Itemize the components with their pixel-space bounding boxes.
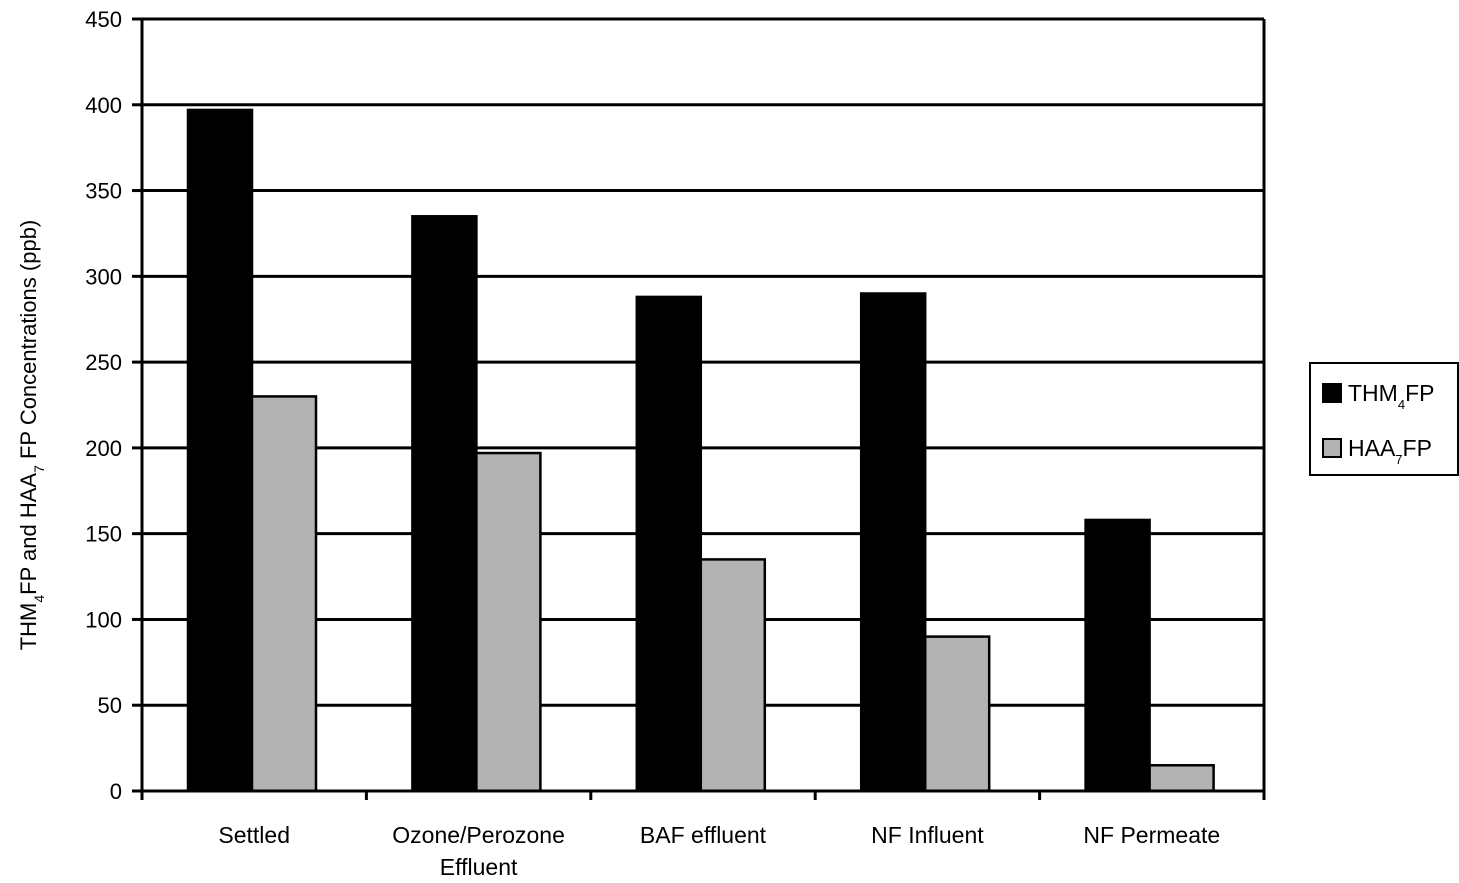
y-tick-label: 250 (85, 350, 122, 375)
bar-thm4fp (859, 292, 927, 793)
y-tick-labels: 0 50 100 150 200 250 300 350 400 450 (85, 7, 122, 804)
legend-label: THM4FP (1348, 380, 1434, 412)
legend-label: HAA7FP (1348, 435, 1432, 467)
bar-thm4fp (186, 108, 254, 793)
y-tick-label: 400 (85, 93, 122, 118)
y-tick-label: 450 (85, 7, 122, 32)
x-tick-label: Settled (218, 822, 290, 848)
legend-swatch (1322, 438, 1342, 458)
bar-haa7fp (475, 451, 542, 793)
bar-haa7fp (923, 635, 991, 793)
y-tick-label: 50 (98, 693, 122, 718)
y-tick-label: 200 (85, 436, 122, 461)
bar-haa7fp (699, 558, 767, 793)
axes (132, 17, 1266, 800)
bar-thm4fp (635, 295, 703, 793)
x-tick-label: NF Permeate (1083, 822, 1220, 848)
x-tick-labels: Settled Ozone/Perozone Effluent BAF effluen… (218, 822, 1220, 880)
x-tick-label: NF Influent (871, 822, 984, 848)
y-axis-label: THM4FP and HAA7 FP Concentrations (ppb) (16, 220, 47, 651)
gridlines (142, 17, 1264, 793)
bar-thm4fp (1084, 518, 1151, 793)
legend-swatch (1322, 383, 1342, 403)
y-tick-label: 350 (85, 179, 122, 204)
bar-thm4fp (411, 215, 478, 793)
bars (186, 108, 1215, 793)
bar-haa7fp (250, 395, 318, 793)
x-tick-label: Ozone/Perozone Effluent (392, 822, 565, 880)
legend: THM4FP HAA7FP (1309, 362, 1459, 476)
x-tick-label: BAF effluent (640, 822, 767, 848)
y-tick-label: 0 (110, 779, 122, 804)
y-tick-label: 150 (85, 522, 122, 547)
y-tick-label: 100 (85, 607, 122, 632)
bar-haa7fp (1148, 764, 1215, 793)
y-tick-label: 300 (85, 264, 122, 289)
